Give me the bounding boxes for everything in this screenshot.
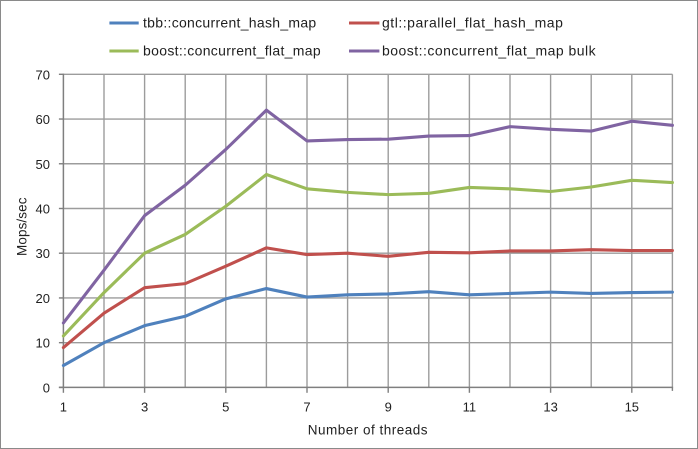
svg-text:70: 70 xyxy=(36,67,50,82)
svg-text:10: 10 xyxy=(36,336,50,351)
svg-text:0: 0 xyxy=(43,380,50,395)
svg-text:13: 13 xyxy=(543,399,557,414)
svg-text:11: 11 xyxy=(463,399,477,414)
svg-text:tbb::concurrent_hash_map: tbb::concurrent_hash_map xyxy=(143,14,317,30)
svg-text:3: 3 xyxy=(141,399,148,414)
svg-text:15: 15 xyxy=(625,399,639,414)
svg-text:60: 60 xyxy=(36,112,50,127)
svg-text:20: 20 xyxy=(36,291,50,306)
svg-text:9: 9 xyxy=(385,399,392,414)
svg-text:30: 30 xyxy=(36,246,50,261)
svg-text:50: 50 xyxy=(36,157,50,172)
svg-text:Mops/sec: Mops/sec xyxy=(15,197,30,256)
svg-text:boost::concurrent_flat_map: boost::concurrent_flat_map xyxy=(143,42,321,58)
svg-text:5: 5 xyxy=(222,399,229,414)
svg-text:Number of threads: Number of threads xyxy=(308,423,428,438)
svg-text:7: 7 xyxy=(303,399,310,414)
svg-text:gtl::parallel_flat_hash_map: gtl::parallel_flat_hash_map xyxy=(382,14,563,30)
svg-text:40: 40 xyxy=(36,201,50,216)
svg-text:boost::concurrent_flat_map bul: boost::concurrent_flat_map bulk xyxy=(382,42,597,58)
svg-text:1: 1 xyxy=(60,399,67,414)
